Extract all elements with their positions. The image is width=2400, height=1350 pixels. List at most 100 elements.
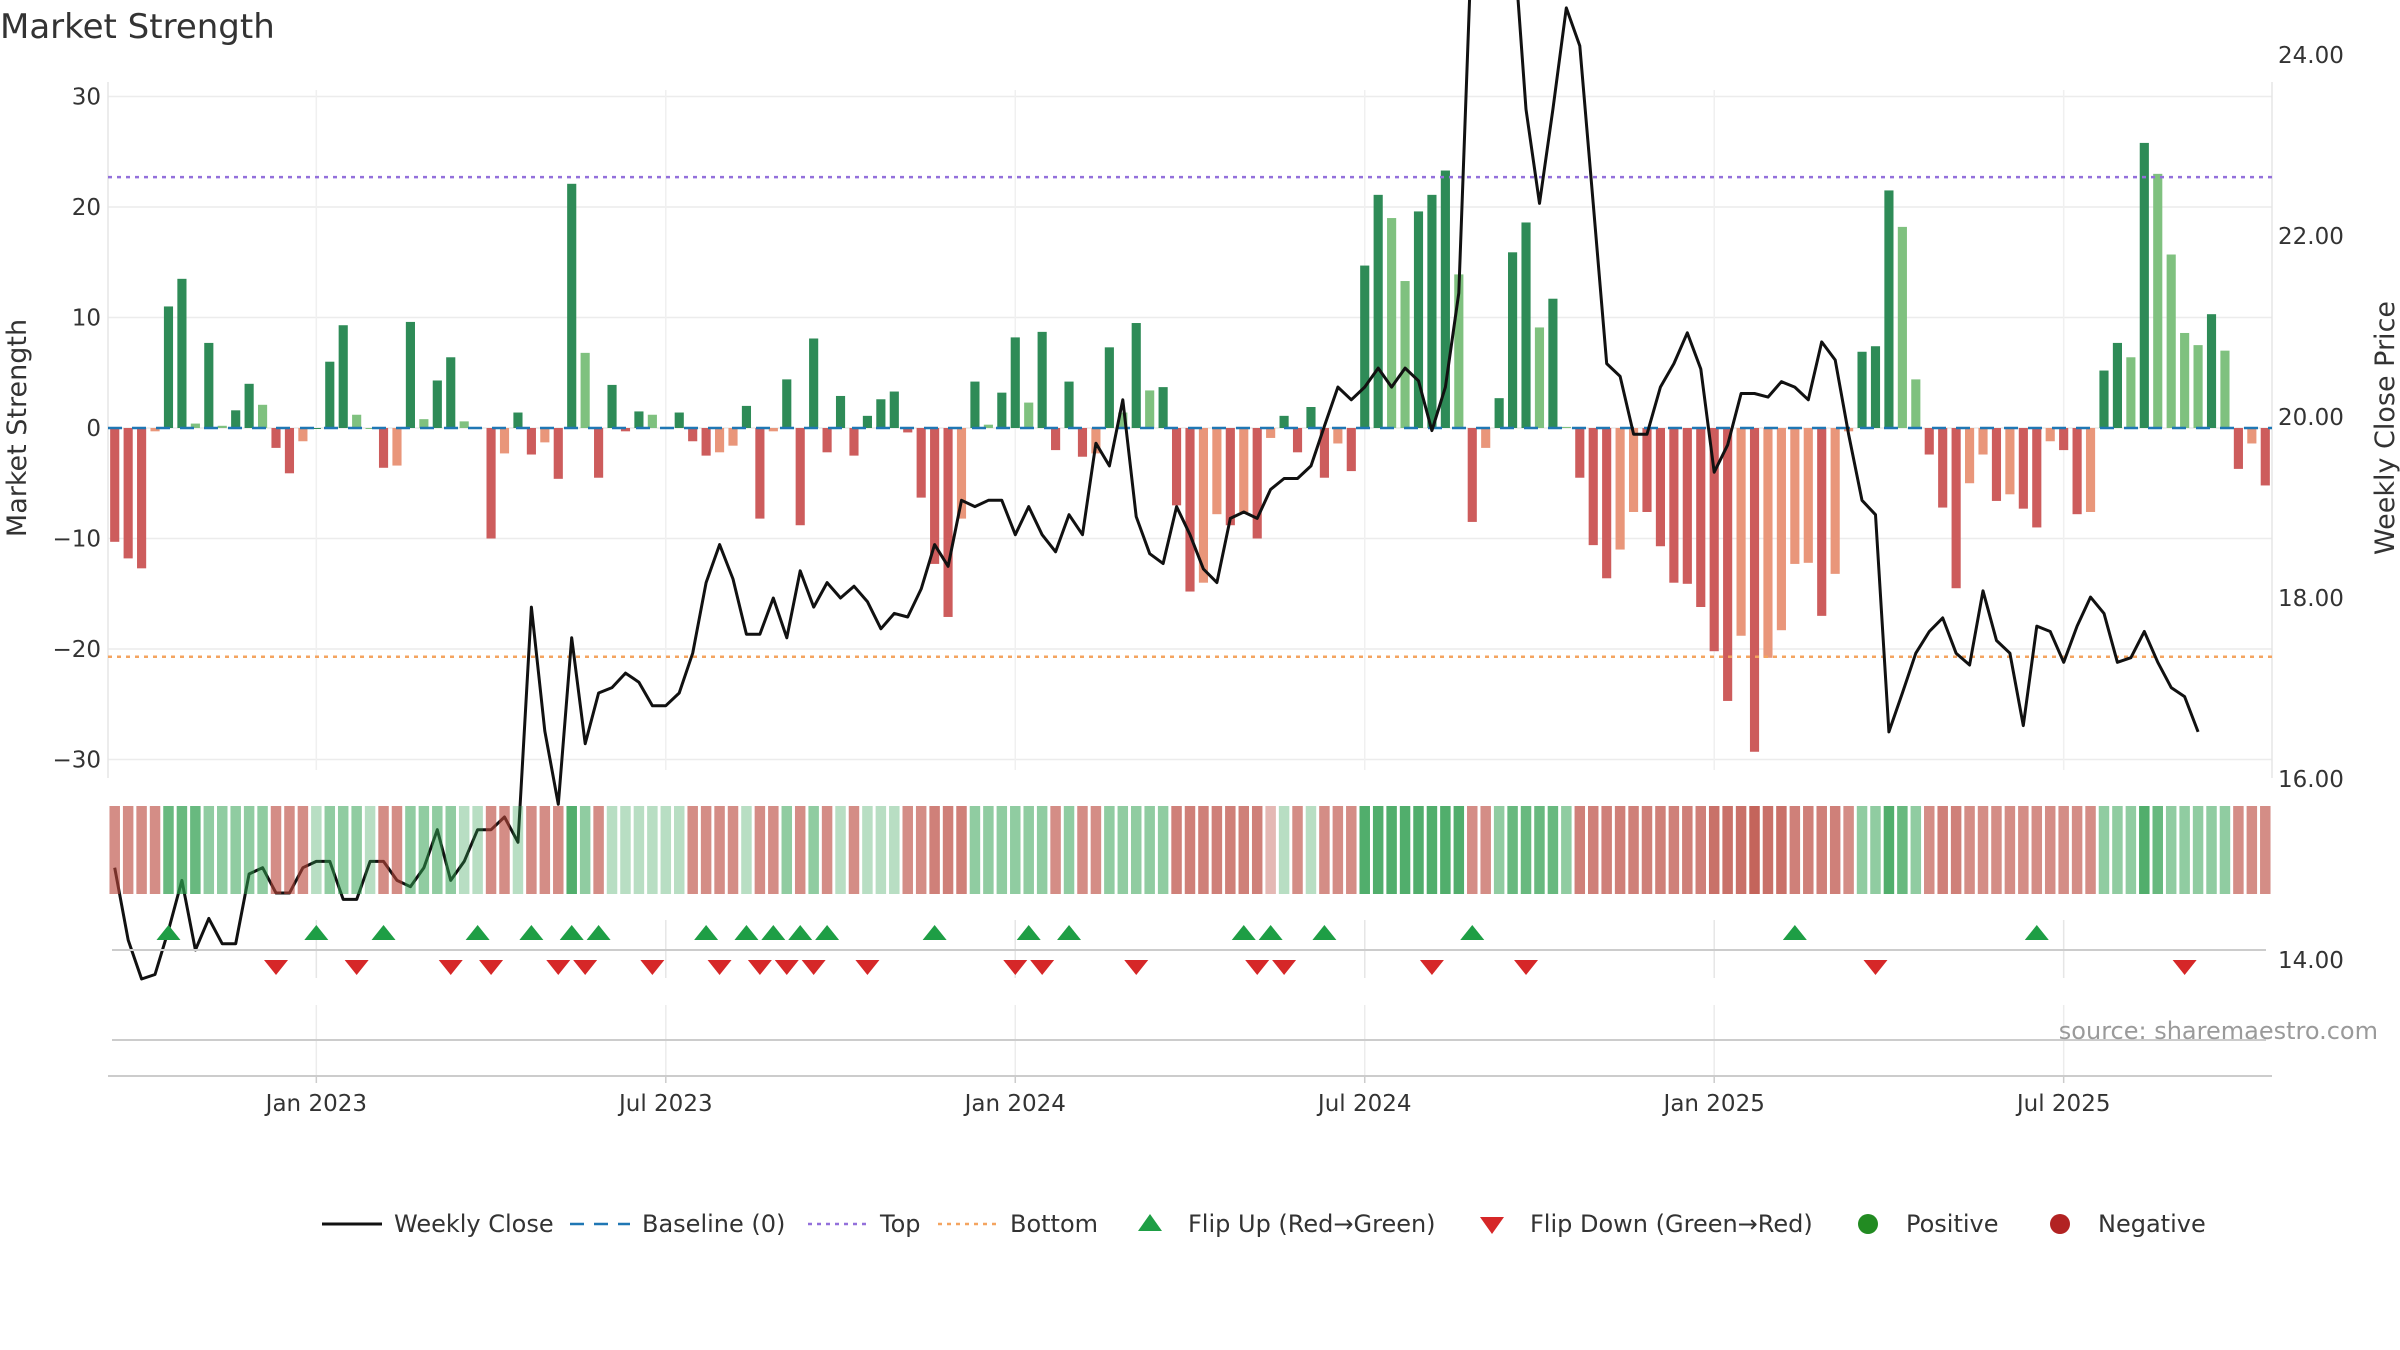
legend-label: Weekly Close — [394, 1210, 554, 1238]
strength-bar — [1534, 327, 1545, 428]
strength-bar — [2260, 428, 2270, 486]
flip-down-marker — [1514, 960, 1539, 975]
strength-bar — [1951, 428, 1961, 589]
strength-bar — [701, 428, 711, 456]
strength-bar — [1212, 428, 1222, 515]
strength-bar — [2112, 342, 2122, 428]
strength-bar — [1266, 428, 1276, 438]
strip-cell — [2044, 806, 2056, 894]
strength-bar — [1709, 428, 1719, 652]
strip-cell — [660, 806, 672, 894]
strength-bar — [1077, 428, 1088, 457]
strip-cell — [781, 806, 793, 894]
strength-bar — [1494, 398, 1504, 428]
strength-bar — [943, 428, 953, 617]
strength-bar — [903, 428, 913, 433]
strip-cell — [808, 806, 819, 894]
strength-bar — [1171, 428, 1182, 506]
strip-cell — [405, 806, 416, 894]
strength-bar — [258, 404, 268, 428]
x-tick-label: Jan 2024 — [963, 1091, 1066, 1117]
strip-cell — [1803, 806, 1814, 894]
strength-bar — [741, 405, 752, 428]
strip-cell — [1332, 806, 1344, 894]
strip-cell — [862, 806, 873, 894]
strip-cell — [969, 806, 981, 894]
strip-cell — [1211, 806, 1223, 894]
left-tick-label: 10 — [72, 306, 101, 332]
strip-cell — [942, 806, 954, 894]
flip-down-marker — [573, 960, 598, 975]
strength-bar — [1776, 428, 1786, 631]
strength-bar — [1131, 323, 1141, 428]
strip-cell — [2152, 806, 2163, 894]
strip-cell — [835, 806, 846, 894]
strip-cell — [136, 806, 147, 894]
strip-cell — [230, 806, 241, 894]
strip-cell — [1278, 806, 1290, 894]
legend-item: Negative — [2050, 1210, 2206, 1238]
strength-bar — [1064, 381, 1074, 428]
strip-cell — [1292, 806, 1303, 894]
left-axis-title: Market Strength — [2, 319, 33, 537]
strength-bar — [1104, 347, 1114, 428]
legend-swatch — [1138, 1214, 1162, 1231]
strip-cell — [700, 806, 712, 894]
strength-bar — [1467, 428, 1477, 522]
strip-cell — [2004, 806, 2016, 894]
flip-down-marker — [1030, 960, 1055, 975]
strip-cell — [1144, 806, 1155, 894]
strip-cell — [176, 806, 188, 894]
strength-bar — [1965, 428, 1975, 484]
strength-bar — [1991, 428, 2002, 501]
flip-down-marker — [1245, 960, 1270, 975]
strip-cell — [1856, 806, 1868, 894]
strip-cell — [2112, 806, 2123, 894]
strip-cell — [1413, 806, 1424, 894]
strip-cell — [2071, 806, 2083, 894]
strength-bar — [809, 338, 819, 428]
strip-cell — [1440, 806, 1451, 894]
strength-bar — [1803, 428, 1813, 563]
strength-bar — [1279, 415, 1289, 428]
strength-bar — [2072, 428, 2082, 515]
strip-cell — [566, 806, 577, 894]
strip-cell — [2125, 806, 2137, 894]
strip-cell — [915, 806, 927, 894]
legend-label: Positive — [1906, 1210, 1999, 1238]
strip-cell — [203, 806, 215, 894]
strength-bar — [1252, 428, 1262, 539]
strip-cell — [432, 806, 443, 894]
strength-bar — [1145, 390, 1155, 428]
strip-cell — [2085, 806, 2096, 894]
strength-bar — [419, 419, 429, 428]
strip-cell — [875, 806, 887, 894]
strength-bar — [1454, 274, 1464, 428]
strip-cell — [1897, 806, 1908, 894]
strength-bar — [486, 428, 496, 539]
strength-bar — [1817, 428, 1827, 616]
strength-bar — [970, 381, 980, 428]
strength-bar — [768, 428, 778, 432]
chart-title: Market Strength — [0, 7, 275, 47]
strip-cell — [1762, 806, 1774, 894]
flip-down-marker — [1124, 960, 1149, 975]
strip-cell — [1077, 806, 1088, 894]
strip-cell — [1184, 806, 1196, 894]
legend-swatch — [2050, 1214, 2070, 1234]
strength-bar — [123, 428, 133, 559]
strip-cell — [1574, 806, 1586, 894]
strength-bar — [540, 428, 550, 443]
strength-bar — [1790, 428, 1800, 564]
flip-down-marker — [707, 960, 732, 975]
strip-cell — [1776, 806, 1787, 894]
strength-bar — [714, 428, 725, 453]
legend-item: Bottom — [938, 1210, 1098, 1238]
strip-cell — [633, 806, 645, 894]
strength-bar — [405, 321, 415, 428]
strength-bar — [2126, 357, 2136, 428]
strip-cell — [418, 806, 430, 894]
strip-cell — [1655, 806, 1666, 894]
strength-bar — [876, 399, 886, 428]
strip-cell — [190, 806, 201, 894]
